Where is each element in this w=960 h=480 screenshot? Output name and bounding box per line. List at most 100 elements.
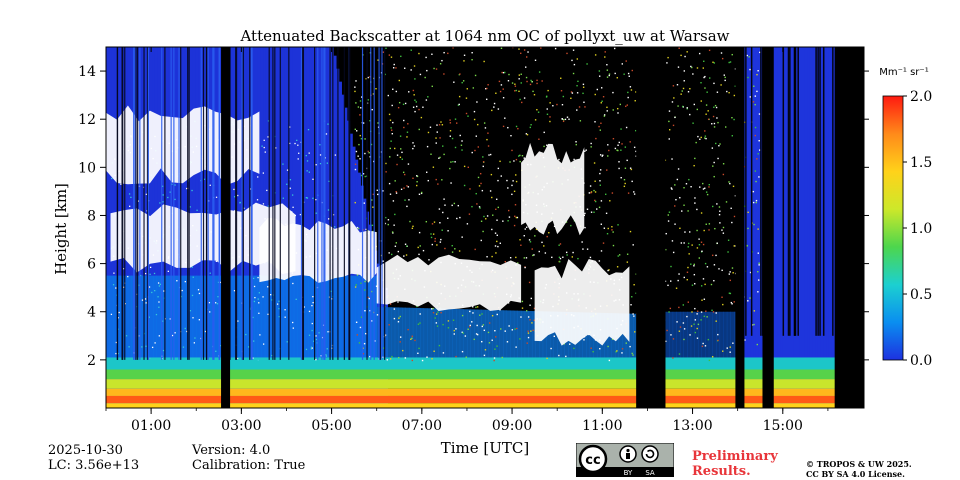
noise-pixel [384,334,387,336]
noise-pixel [257,276,259,279]
noise-pixel [419,73,422,76]
noise-pixel [487,145,490,147]
noise-pixel [431,243,434,246]
noise-pixel [425,56,427,59]
noise-pixel [395,90,398,93]
noise-pixel [382,260,384,262]
aerosol-column [412,307,417,370]
noise-pixel [506,179,508,182]
noise-pixel [526,133,529,136]
noise-pixel [404,67,406,69]
aerosol-column [499,310,504,370]
noise-pixel [513,190,516,193]
noise-pixel [590,192,592,194]
clear-air-column [823,47,827,408]
noise-pixel [746,54,749,57]
noise-pixel [245,333,247,336]
noise-pixel [482,230,484,233]
aerosol-column [373,275,378,370]
noise-pixel [259,334,261,336]
aerosol-column [495,310,500,370]
profile-stripe [173,47,175,360]
noise-pixel [465,112,468,115]
noise-pixel [593,162,596,164]
noise-pixel [289,179,292,181]
noise-pixel [327,209,330,211]
profile-stripe [348,47,350,360]
noise-pixel [616,77,618,79]
noise-pixel [630,304,632,306]
noise-pixel [215,196,218,198]
noise-pixel [617,144,619,146]
noise-pixel [665,232,667,235]
noise-pixel [414,339,416,342]
aerosol-column [586,312,591,370]
noise-pixel [364,175,366,178]
noise-pixel [578,106,581,108]
noise-pixel [700,212,703,214]
noise-pixel [527,330,529,332]
noise-pixel [466,223,469,225]
y-tick-label: 10 [78,160,96,176]
noise-pixel [233,188,235,191]
noise-pixel [704,262,707,265]
noise-pixel [755,199,758,202]
noise-pixel [258,292,260,294]
noise-pixel [278,307,280,310]
noise-pixel [315,335,317,337]
noise-pixel [722,350,724,352]
noise-pixel [691,284,694,286]
aerosol-column [228,275,233,370]
noise-pixel [392,232,394,234]
noise-pixel [730,207,732,210]
noise-pixel [325,355,328,357]
aerosol-column [106,275,111,370]
noise-pixel [631,180,633,183]
noise-pixel [410,338,412,340]
noise-pixel [686,108,688,110]
noise-pixel [464,335,467,337]
noise-pixel [561,104,564,106]
noise-pixel [354,168,357,171]
noise-pixel [497,206,499,209]
noise-pixel [171,183,173,185]
noise-pixel [162,349,165,352]
noise-pixel [463,54,466,56]
noise-pixel [157,296,159,298]
noise-pixel [315,164,317,166]
noise-pixel [679,326,682,328]
preliminary-line1: Preliminary [692,449,778,464]
noise-pixel [718,268,720,270]
aerosol-column [257,275,262,370]
noise-pixel [616,350,618,352]
noise-pixel [374,340,376,342]
noise-pixel [616,107,619,110]
noise-pixel [305,348,308,351]
x-tick-label: 05:00 [311,418,351,434]
noise-pixel [313,340,315,342]
noise-pixel [696,337,699,339]
noise-pixel [252,357,254,359]
noise-pixel [499,242,502,244]
noise-pixel [267,136,269,138]
noise-pixel [403,187,405,189]
profile-stripe [349,47,351,360]
profile-stripe [251,47,253,360]
aerosol-column [207,275,212,370]
noise-pixel [531,248,533,250]
noise-pixel [184,327,186,330]
noise-pixel [627,91,629,94]
noise-pixel [451,244,453,247]
noise-pixel [620,149,622,151]
noise-pixel [693,103,696,106]
noise-pixel [398,79,401,82]
noise-pixel [508,73,510,76]
noise-pixel [267,205,270,207]
noise-pixel [278,316,280,318]
noise-pixel [727,239,730,241]
noise-pixel [411,359,414,362]
noise-pixel [191,294,194,297]
noise-pixel [357,227,360,230]
noise-pixel [674,205,676,207]
noise-pixel [700,82,702,84]
